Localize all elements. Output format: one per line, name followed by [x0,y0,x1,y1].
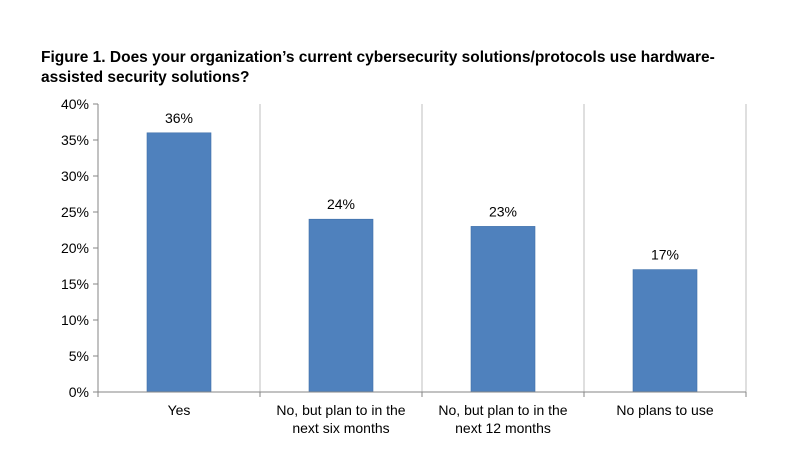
category-label-line: No, but plan to in the [438,402,567,418]
data-label: 24% [327,196,355,212]
data-label: 17% [651,247,679,263]
data-label: 36% [165,110,193,126]
category-label-line: No, but plan to in the [276,402,405,418]
category-label-line: next 12 months [455,420,551,436]
axes [93,103,747,397]
y-tick-label: 20% [61,240,89,256]
bar [470,226,536,393]
bar [146,132,212,393]
category-labels: Yes No, but plan to in the next six months… [168,402,714,436]
category-label: No, but plan to in the next 12 months [438,402,567,436]
y-tick-label: 15% [61,276,89,292]
bar [632,269,698,393]
y-tick-labels: 0% 5% 10% 15% 20% 25% 30% 35% 40% [61,96,89,400]
y-tick-label: 40% [61,96,89,112]
y-tick-label: 5% [69,348,89,364]
category-label: No plans to use [616,402,713,418]
chart-title: Figure 1. Does your organization’s curre… [41,49,715,86]
data-label: 23% [489,203,517,219]
category-label-line: next six months [292,420,389,436]
y-tick-label: 35% [61,132,89,148]
y-tick-label: 10% [61,312,89,328]
category-label: Yes [168,402,191,418]
bars [146,132,698,393]
grid-lines [259,104,747,392]
y-tick-label: 0% [69,384,89,400]
data-labels: 36% 24% 23% 17% [165,110,679,263]
y-tick-label: 30% [61,168,89,184]
bar [308,218,374,393]
y-tick-label: 25% [61,204,89,220]
category-label-line: No plans to use [616,402,713,418]
category-label-line: Yes [168,402,191,418]
category-label: No, but plan to in the next six months [276,402,405,436]
